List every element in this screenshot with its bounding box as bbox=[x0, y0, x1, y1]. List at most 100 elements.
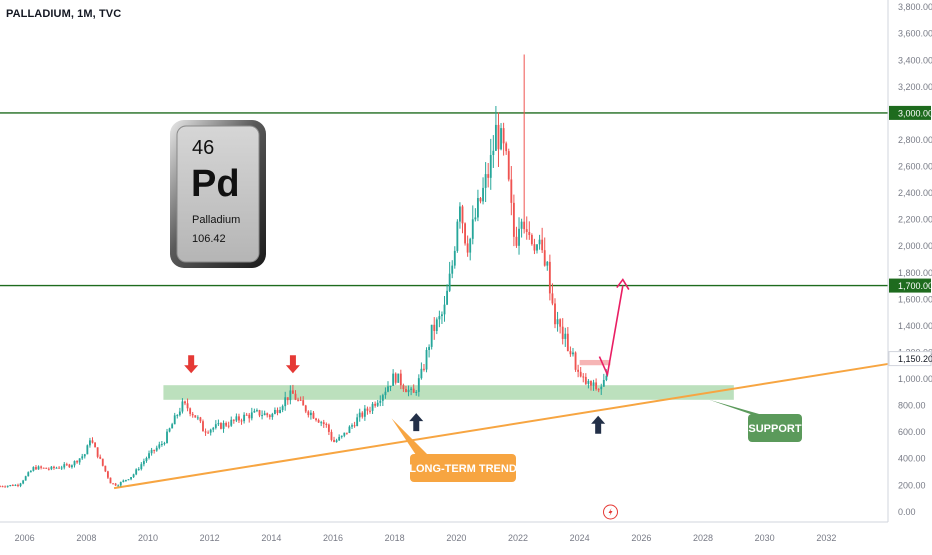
candle-body bbox=[299, 399, 302, 401]
candle-body bbox=[163, 443, 166, 445]
candle-body bbox=[96, 447, 99, 457]
candle-body bbox=[65, 464, 68, 466]
candle-body bbox=[71, 465, 73, 468]
arrows-layer bbox=[184, 278, 630, 434]
candle-body bbox=[494, 124, 497, 151]
candle-body bbox=[60, 467, 63, 469]
candle-body bbox=[35, 467, 37, 470]
candle-body bbox=[592, 382, 595, 386]
axes-layer: 0.00200.00400.00600.00800.001,000.001,20… bbox=[0, 0, 932, 543]
candle-body bbox=[284, 397, 287, 407]
candle-body bbox=[497, 124, 500, 150]
candle-body bbox=[266, 413, 269, 416]
candle-body bbox=[554, 303, 556, 325]
candle-body bbox=[307, 411, 310, 416]
candle-body bbox=[538, 239, 541, 245]
candle-body bbox=[569, 351, 572, 355]
candle-body bbox=[73, 461, 76, 466]
candle-body bbox=[590, 380, 592, 386]
candle-body bbox=[294, 393, 297, 400]
candle-body bbox=[492, 150, 495, 156]
price-marker-label: 1,150.20 bbox=[898, 354, 932, 364]
candle-body bbox=[171, 424, 174, 429]
candle-body bbox=[11, 485, 14, 487]
candle-body bbox=[199, 417, 202, 422]
candle-body bbox=[533, 244, 536, 251]
candle-body bbox=[127, 479, 130, 481]
candle-body bbox=[22, 480, 25, 484]
time-tick-label: 2008 bbox=[76, 533, 96, 543]
candle-body bbox=[446, 290, 449, 305]
candle-body bbox=[435, 319, 438, 331]
candle-body bbox=[389, 385, 392, 387]
time-tick-label: 2020 bbox=[446, 533, 466, 543]
candle-body bbox=[253, 410, 256, 413]
candle-body bbox=[130, 477, 132, 480]
candle-body bbox=[384, 391, 387, 396]
long-term-trend-line bbox=[113, 362, 889, 490]
price-marker-label: 1,700.00 bbox=[898, 281, 932, 291]
trend-callout bbox=[410, 454, 516, 482]
candle-body bbox=[322, 422, 325, 425]
candle-body bbox=[245, 414, 248, 416]
candle-body bbox=[94, 442, 96, 448]
price-marker bbox=[889, 105, 931, 120]
price-tick-label: 1,600.00 bbox=[898, 294, 932, 304]
candle-body bbox=[119, 482, 122, 486]
support-callout-label: SUPPORT bbox=[748, 423, 801, 435]
time-tick-label: 2006 bbox=[15, 533, 35, 543]
price-tick-label: 2,000.00 bbox=[898, 241, 932, 251]
candle-body bbox=[402, 385, 405, 390]
candle-body bbox=[574, 352, 577, 370]
candle-body bbox=[371, 403, 374, 411]
candle-body bbox=[302, 400, 305, 406]
candle-body bbox=[220, 423, 222, 429]
projection-arrowhead-icon bbox=[616, 278, 630, 290]
candle-body bbox=[150, 449, 153, 454]
candle-body bbox=[584, 376, 587, 384]
price-marker bbox=[888, 351, 932, 367]
candle-body bbox=[502, 128, 505, 144]
element-mass: 106.42 bbox=[192, 233, 226, 245]
candle-body bbox=[32, 467, 35, 471]
candle-body bbox=[410, 388, 413, 390]
candle-body bbox=[89, 440, 91, 446]
candle-body bbox=[474, 217, 477, 220]
price-tick-label: 1,000.00 bbox=[898, 374, 932, 384]
candle-body bbox=[225, 423, 228, 426]
candle-body bbox=[394, 373, 397, 383]
candle-body bbox=[124, 479, 127, 481]
candle-body bbox=[405, 389, 407, 393]
candle-body bbox=[515, 236, 518, 246]
candle-body bbox=[415, 391, 418, 393]
symbol-title[interactable]: PALLADIUM, 1M, TVC bbox=[6, 8, 122, 20]
candle-body bbox=[466, 243, 469, 253]
candle-body bbox=[459, 206, 461, 222]
candle-body bbox=[397, 373, 400, 383]
candle-body bbox=[232, 419, 235, 421]
candle-body bbox=[587, 380, 590, 384]
candle-body bbox=[181, 401, 184, 412]
candle-body bbox=[469, 238, 472, 253]
candle-body bbox=[448, 273, 451, 291]
up-arrow-icon bbox=[409, 413, 424, 432]
projection-path bbox=[598, 285, 624, 378]
candle-body bbox=[512, 202, 515, 237]
candle-body bbox=[309, 412, 312, 416]
price-tick-label: 2,400.00 bbox=[898, 188, 932, 198]
candle-body bbox=[209, 429, 212, 433]
candle-body bbox=[361, 412, 364, 417]
candle-body bbox=[523, 221, 526, 230]
price-tick-label: 1,400.00 bbox=[898, 321, 932, 331]
element-symbol: Pd bbox=[191, 163, 240, 205]
time-tick-label: 2028 bbox=[693, 533, 713, 543]
candle-body bbox=[489, 155, 492, 178]
candle-body bbox=[207, 432, 210, 434]
candle-body bbox=[271, 413, 274, 418]
candle-body bbox=[551, 293, 554, 304]
support-callout-pointer bbox=[709, 399, 766, 416]
candle-body bbox=[189, 408, 192, 414]
candle-body bbox=[351, 425, 353, 427]
candle-body bbox=[456, 221, 459, 251]
